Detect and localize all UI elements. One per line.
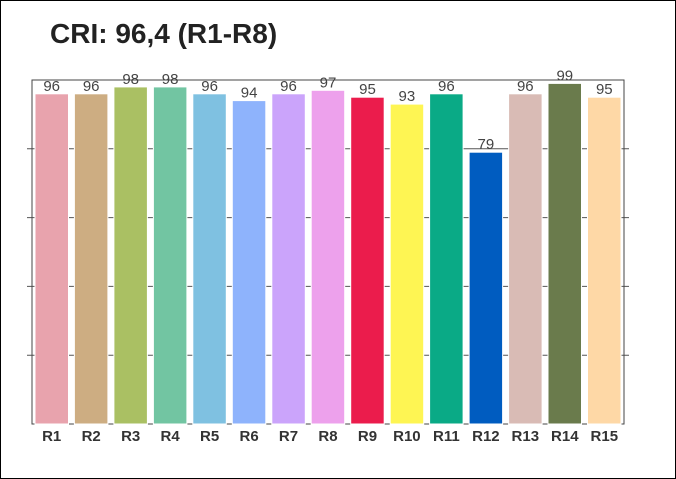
value-label-r11: 96 <box>438 78 455 95</box>
value-label-r6: 94 <box>241 85 258 102</box>
category-label-r11: R11 <box>433 428 460 445</box>
bar-r8 <box>310 89 346 425</box>
value-label-r12: 79 <box>478 136 495 153</box>
value-label-r2: 96 <box>83 78 100 95</box>
chart-title: CRI: 96,4 (R1-R8) <box>50 18 278 49</box>
value-label-r13: 96 <box>517 78 534 95</box>
bar-r2 <box>73 93 109 425</box>
bars <box>34 82 622 425</box>
bar-r11 <box>429 93 464 425</box>
value-label-r3: 98 <box>122 71 139 88</box>
value-label-r8: 97 <box>320 74 337 91</box>
category-label-r7: R7 <box>279 428 298 445</box>
bar-r3 <box>113 86 148 425</box>
bar-r15 <box>587 96 622 425</box>
value-label-r14: 99 <box>556 67 573 84</box>
category-label-r8: R8 <box>318 428 337 445</box>
value-label-r10: 93 <box>399 88 416 105</box>
bar-r9 <box>350 96 385 425</box>
category-label-r15: R15 <box>591 428 619 445</box>
category-labels: R1 R2 R3 R4 R5 R6 R7 R8 R9 R10 R11 R12 R13 R14 R15 <box>42 428 618 445</box>
bar-r1 <box>34 93 69 425</box>
category-label-r5: R5 <box>200 428 219 445</box>
value-label-r4: 98 <box>162 71 179 88</box>
bar-r12 <box>468 151 504 425</box>
category-label-r14: R14 <box>551 428 579 445</box>
bar-r14 <box>547 82 582 425</box>
value-label-r7: 96 <box>280 78 297 95</box>
value-labels: 96 96 98 98 96 94 96 97 95 93 96 79 96 99 95 <box>43 67 612 153</box>
bar-r7 <box>271 93 306 425</box>
category-label-r13: R13 <box>512 428 540 445</box>
bar-r5 <box>192 93 227 425</box>
category-label-r1: R1 <box>42 428 61 445</box>
category-label-r12: R12 <box>472 428 500 445</box>
category-label-r2: R2 <box>82 428 101 445</box>
category-label-r4: R4 <box>161 428 181 445</box>
bar-r13 <box>508 93 543 425</box>
category-label-r10: R10 <box>393 428 421 445</box>
value-label-r9: 95 <box>359 81 376 98</box>
value-label-r1: 96 <box>43 78 60 95</box>
category-label-r3: R3 <box>121 428 140 445</box>
category-label-r6: R6 <box>240 428 259 445</box>
value-label-r5: 96 <box>201 78 218 95</box>
bar-r6 <box>231 100 267 425</box>
category-label-r9: R9 <box>358 428 377 445</box>
bar-r10 <box>389 103 425 425</box>
value-label-r15: 95 <box>596 81 613 98</box>
bar-r4 <box>152 86 188 425</box>
